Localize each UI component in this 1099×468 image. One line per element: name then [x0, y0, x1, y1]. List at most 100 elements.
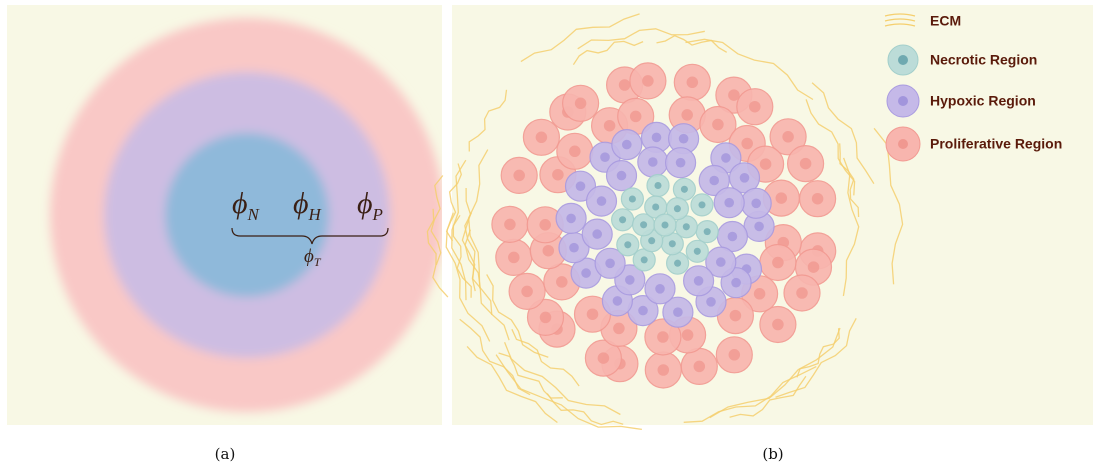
cell-nucleus [683, 223, 690, 230]
cell-nucleus [681, 109, 693, 121]
cell-nucleus [576, 181, 586, 191]
cell-nucleus [569, 146, 581, 158]
cell-nucleus [721, 153, 731, 163]
cell-nucleus [772, 319, 784, 331]
cell-nucleus [694, 276, 704, 286]
legend-proliferative-nucleus [898, 139, 908, 149]
cell-nucleus [709, 176, 719, 186]
cell-nucleus [674, 260, 681, 267]
cell-nucleus [658, 364, 670, 376]
cell-nucleus [694, 248, 701, 255]
cell-nucleus [694, 361, 706, 373]
cell-nucleus [648, 237, 655, 244]
legend-necrotic-nucleus [898, 55, 908, 65]
cell-nucleus [673, 307, 683, 317]
cell-nucleus [605, 259, 615, 269]
phi-subscript: H [308, 205, 323, 224]
cell-nucleus [592, 229, 602, 239]
cell-nucleus [724, 198, 734, 208]
cell-nucleus [648, 157, 658, 167]
cell-nucleus [808, 261, 820, 273]
cell-nucleus [642, 75, 654, 87]
cell-nucleus [657, 331, 669, 343]
cell-nucleus [638, 306, 648, 316]
caption: (b) [762, 445, 783, 463]
cell-nucleus [597, 196, 607, 206]
cell-nucleus [749, 101, 761, 113]
cell-nucleus [731, 278, 741, 288]
legend-label: Hypoxic Region [930, 93, 1036, 109]
cell-nucleus [741, 138, 753, 150]
cell-nucleus [587, 308, 599, 320]
cell-nucleus [629, 195, 636, 202]
cell-nucleus [613, 323, 625, 335]
cell-nucleus [674, 205, 681, 212]
phi-symbol: ϕ [293, 187, 309, 220]
cell-nucleus [552, 169, 564, 181]
cell-nucleus [539, 219, 551, 231]
cell-nucleus [652, 133, 662, 143]
phi-symbol: ϕ [304, 246, 314, 267]
cell-nucleus [598, 352, 610, 364]
cell-nucleus [630, 111, 642, 123]
legend-label: ECM [930, 13, 961, 29]
cell-nucleus [782, 131, 794, 143]
phi-subscript: N [247, 205, 261, 224]
cell-nucleus [800, 158, 812, 170]
cell-nucleus [669, 240, 676, 247]
cell-nucleus [754, 222, 764, 232]
legend-label: Necrotic Region [930, 52, 1037, 68]
phi-symbol: ϕ [357, 187, 373, 220]
cell-nucleus [661, 221, 668, 228]
cell-nucleus [575, 98, 587, 110]
cell-nucleus [776, 192, 788, 204]
cell-nucleus [676, 158, 686, 168]
cell-nucleus [622, 140, 632, 150]
cell-nucleus [624, 241, 631, 248]
phi-symbol: ϕ [232, 187, 248, 220]
cell-nucleus [619, 216, 626, 223]
cell-nucleus [681, 186, 688, 193]
cell-nucleus [682, 329, 694, 341]
cell-nucleus [619, 79, 631, 91]
legend-label: Proliferative Region [930, 136, 1062, 152]
cell-nucleus [812, 193, 824, 205]
cell-nucleus [704, 228, 711, 235]
cell-nucleus [698, 201, 705, 208]
cell-nucleus [728, 232, 738, 242]
cell-nucleus [716, 257, 726, 267]
cell-nucleus [652, 203, 659, 210]
cell-nucleus [581, 268, 591, 278]
cell-nucleus [712, 119, 724, 131]
cell-nucleus [772, 257, 784, 269]
cell-nucleus [706, 297, 716, 307]
cell-nucleus [604, 120, 616, 132]
cell-nucleus [640, 221, 647, 228]
cell-nucleus [654, 182, 661, 189]
cell-nucleus [729, 349, 741, 361]
cell-nucleus [536, 132, 548, 144]
cell-nucleus [796, 287, 808, 299]
cell-nucleus [625, 275, 635, 285]
cell-nucleus [521, 286, 533, 298]
cell-nucleus [556, 276, 568, 288]
caption: (a) [215, 445, 236, 463]
cell-nucleus [513, 170, 525, 182]
cell-nucleus [600, 152, 610, 162]
legend-hypoxic-nucleus [898, 96, 908, 106]
cell-nucleus [751, 199, 761, 209]
cell-nucleus [617, 171, 627, 181]
cell-nucleus [655, 284, 665, 294]
cell-nucleus [730, 310, 742, 322]
cell-nucleus [679, 134, 689, 144]
cell-nucleus [641, 256, 648, 263]
cell-nucleus [569, 243, 579, 253]
cell-nucleus [566, 214, 576, 224]
cell-nucleus [504, 219, 516, 231]
cell-nucleus [613, 296, 623, 306]
cell-nucleus [543, 245, 555, 257]
cell-nucleus [740, 173, 750, 183]
phi-subscript: P [372, 205, 383, 224]
cell-nucleus [687, 77, 699, 89]
cell-nucleus [760, 158, 772, 170]
